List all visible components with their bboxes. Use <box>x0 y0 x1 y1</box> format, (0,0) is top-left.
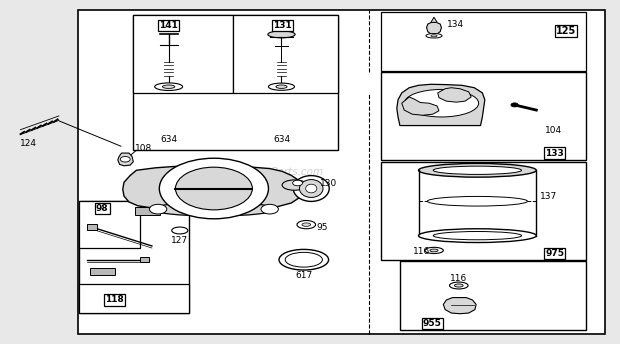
Ellipse shape <box>155 83 182 90</box>
Text: 127: 127 <box>171 236 188 245</box>
Bar <box>135 207 160 215</box>
Ellipse shape <box>430 249 438 252</box>
Text: 617: 617 <box>295 271 312 280</box>
Text: 124: 124 <box>20 139 37 148</box>
Polygon shape <box>402 97 439 115</box>
Bar <box>140 257 149 262</box>
Ellipse shape <box>276 85 287 88</box>
Bar <box>232 15 338 93</box>
Text: eReplacementParts.com: eReplacementParts.com <box>197 167 324 177</box>
Ellipse shape <box>404 89 479 117</box>
Text: 137: 137 <box>540 192 557 201</box>
Text: 634: 634 <box>273 135 291 144</box>
Text: 955: 955 <box>423 319 441 328</box>
Bar <box>381 72 586 160</box>
Ellipse shape <box>285 252 322 267</box>
Ellipse shape <box>162 85 175 88</box>
Text: 130: 130 <box>320 179 337 187</box>
Ellipse shape <box>454 284 463 287</box>
Text: 95: 95 <box>317 223 328 232</box>
Polygon shape <box>397 84 485 126</box>
Circle shape <box>511 103 518 107</box>
Ellipse shape <box>426 34 442 38</box>
Polygon shape <box>427 22 441 34</box>
Text: 116: 116 <box>450 274 467 283</box>
Circle shape <box>149 204 167 214</box>
Ellipse shape <box>433 232 521 240</box>
Ellipse shape <box>302 223 311 226</box>
Circle shape <box>175 167 252 210</box>
Ellipse shape <box>279 249 329 270</box>
Text: 116: 116 <box>413 247 430 256</box>
Text: 104: 104 <box>544 126 562 135</box>
Polygon shape <box>431 17 437 22</box>
Bar <box>79 201 140 248</box>
Ellipse shape <box>418 229 536 243</box>
Bar <box>400 261 586 330</box>
Circle shape <box>159 158 268 219</box>
Text: 108: 108 <box>135 144 153 153</box>
Bar <box>79 201 189 313</box>
Ellipse shape <box>299 180 323 197</box>
Ellipse shape <box>425 247 443 254</box>
Bar <box>90 268 115 275</box>
Ellipse shape <box>431 35 437 37</box>
Bar <box>381 12 586 71</box>
Ellipse shape <box>152 202 276 216</box>
Ellipse shape <box>433 166 521 174</box>
Text: 133: 133 <box>546 149 564 158</box>
Bar <box>79 284 189 313</box>
Ellipse shape <box>418 163 536 177</box>
Ellipse shape <box>306 184 317 193</box>
Bar <box>381 162 586 260</box>
Ellipse shape <box>268 31 295 38</box>
Ellipse shape <box>293 176 329 202</box>
Text: 141: 141 <box>159 21 178 30</box>
Text: 118: 118 <box>105 295 124 304</box>
Text: 634: 634 <box>160 135 177 144</box>
Text: 131: 131 <box>273 21 291 30</box>
Ellipse shape <box>427 196 528 206</box>
Circle shape <box>120 157 130 162</box>
Ellipse shape <box>172 227 188 234</box>
Circle shape <box>293 180 303 186</box>
Polygon shape <box>118 153 133 166</box>
Ellipse shape <box>297 221 316 229</box>
Ellipse shape <box>450 282 468 289</box>
Polygon shape <box>438 88 471 102</box>
Bar <box>87 224 97 230</box>
Bar <box>133 15 232 93</box>
Text: 134: 134 <box>447 20 464 29</box>
Polygon shape <box>443 298 476 314</box>
Ellipse shape <box>282 180 307 190</box>
Text: 975: 975 <box>546 249 564 258</box>
Bar <box>78 10 604 334</box>
Circle shape <box>261 204 278 214</box>
Text: 98: 98 <box>96 204 108 213</box>
Ellipse shape <box>268 83 294 90</box>
Polygon shape <box>123 166 304 210</box>
Text: 125: 125 <box>556 26 576 36</box>
Bar <box>133 15 338 150</box>
